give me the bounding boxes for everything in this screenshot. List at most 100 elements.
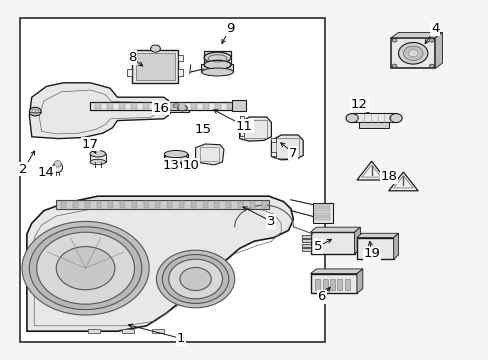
Bar [178, 55, 183, 61]
Polygon shape [27, 196, 293, 331]
Circle shape [391, 39, 396, 42]
Bar [84, 201, 89, 208]
Circle shape [428, 39, 433, 42]
Bar [90, 102, 232, 110]
Ellipse shape [53, 162, 62, 172]
Circle shape [173, 104, 179, 108]
Ellipse shape [54, 161, 61, 167]
Bar [119, 103, 125, 109]
Ellipse shape [90, 150, 105, 157]
Bar [315, 279, 320, 290]
Polygon shape [195, 144, 224, 165]
Bar [301, 248, 310, 251]
Text: 11: 11 [236, 120, 252, 132]
Polygon shape [239, 117, 271, 141]
Bar [167, 103, 173, 109]
Bar [244, 120, 266, 138]
Bar [136, 53, 174, 80]
Bar [351, 113, 395, 122]
Polygon shape [390, 32, 442, 38]
Polygon shape [310, 269, 362, 274]
Polygon shape [393, 233, 398, 259]
Bar [315, 213, 329, 216]
Text: 2: 2 [19, 163, 28, 176]
Bar [226, 201, 231, 208]
Text: 14: 14 [38, 166, 55, 179]
Bar [120, 201, 125, 208]
Circle shape [29, 107, 41, 116]
Bar [238, 201, 243, 208]
Ellipse shape [204, 60, 231, 69]
Bar [239, 116, 244, 120]
Bar [155, 103, 161, 109]
Bar [167, 201, 172, 208]
Bar [261, 201, 266, 208]
Text: 9: 9 [225, 22, 234, 35]
Bar [390, 38, 434, 68]
Text: 19: 19 [363, 247, 379, 260]
Text: 15: 15 [194, 123, 211, 136]
Polygon shape [356, 233, 398, 238]
Circle shape [398, 42, 427, 64]
Circle shape [156, 250, 234, 308]
Text: 13: 13 [163, 159, 179, 172]
Text: 18: 18 [380, 170, 396, 183]
Bar [249, 201, 254, 208]
Bar [151, 329, 163, 333]
Bar [337, 279, 342, 290]
Ellipse shape [345, 113, 357, 122]
Bar [107, 103, 113, 109]
Bar [204, 51, 231, 65]
Bar [322, 279, 327, 290]
Bar [95, 103, 101, 109]
Text: 5: 5 [313, 240, 322, 253]
Bar [155, 201, 160, 208]
Polygon shape [388, 172, 417, 191]
Bar [239, 131, 244, 136]
Bar [310, 274, 356, 293]
Text: 7: 7 [288, 147, 297, 159]
Bar [96, 201, 101, 208]
Polygon shape [310, 227, 360, 232]
Bar [190, 201, 195, 208]
Ellipse shape [389, 113, 401, 122]
Bar [275, 138, 299, 158]
Bar [202, 201, 207, 208]
Bar [301, 244, 310, 247]
Text: 17: 17 [82, 138, 99, 150]
Bar [143, 103, 149, 109]
Text: 12: 12 [350, 98, 367, 111]
Bar [179, 103, 185, 109]
Text: 6: 6 [317, 291, 325, 303]
Bar [73, 201, 78, 208]
Circle shape [428, 64, 433, 68]
Bar [132, 50, 178, 83]
Polygon shape [356, 269, 362, 293]
Bar [132, 201, 137, 208]
Circle shape [22, 221, 149, 315]
Bar [232, 100, 245, 111]
Bar [88, 329, 100, 333]
Circle shape [407, 50, 417, 57]
Text: 8: 8 [127, 51, 136, 64]
Bar [143, 201, 148, 208]
Bar [344, 279, 349, 290]
Bar [90, 154, 105, 162]
Circle shape [168, 259, 222, 299]
Bar [329, 279, 334, 290]
Bar [356, 238, 393, 259]
Circle shape [180, 267, 211, 291]
Bar [301, 235, 310, 238]
Ellipse shape [164, 154, 187, 163]
Bar [201, 64, 233, 72]
Bar [178, 69, 183, 76]
Polygon shape [29, 83, 168, 139]
Bar [227, 103, 233, 109]
Text: 10: 10 [182, 159, 199, 172]
Bar [179, 201, 183, 208]
Bar [312, 203, 332, 223]
Polygon shape [356, 161, 386, 180]
Bar [315, 208, 329, 211]
Circle shape [391, 64, 396, 68]
Circle shape [403, 46, 422, 60]
